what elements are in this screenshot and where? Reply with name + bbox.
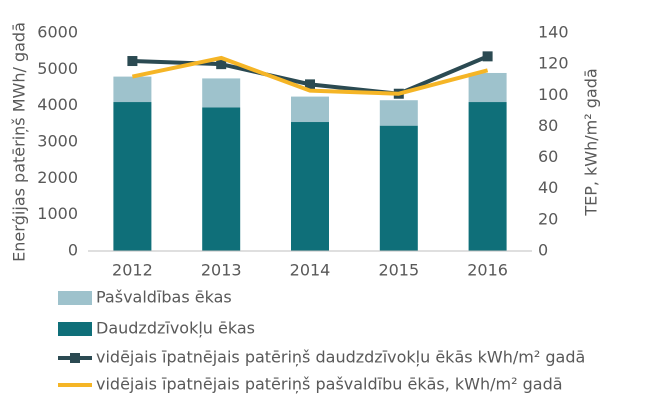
- y-axis-label: Enerģijas patēriņš MWh/ gadā: [10, 22, 29, 262]
- bar: [379, 100, 418, 126]
- y-tick-label: 2000: [37, 168, 78, 187]
- legend-swatch: [58, 291, 92, 305]
- marker: [127, 56, 138, 67]
- legend-label: Pašvaldības ēkas: [96, 288, 232, 307]
- bar: [202, 78, 241, 108]
- x-tick-label: 2012: [112, 261, 153, 280]
- y-tick-label: 4000: [37, 95, 78, 114]
- y2-tick-label: 0: [538, 241, 548, 260]
- marker: [216, 59, 227, 70]
- legend-swatch: [58, 322, 92, 336]
- y2-tick-label: 60: [538, 147, 558, 166]
- bar: [202, 107, 241, 251]
- y2-tick-label: 100: [538, 85, 569, 104]
- y2-tick-label: 140: [538, 23, 569, 42]
- bar: [291, 96, 329, 123]
- y-tick-label: 1000: [37, 204, 78, 223]
- legend-label: vidējais īpatnējais patēriņš pašvaldību …: [96, 375, 563, 394]
- y-tick-label: 5000: [37, 59, 78, 78]
- legend-label: Daudzdzīvokļu ēkas: [96, 319, 255, 338]
- bar: [291, 122, 329, 252]
- x-tick-label: 2015: [378, 261, 419, 280]
- x-tick-label: 2014: [290, 261, 331, 280]
- bar: [113, 76, 152, 103]
- x-tick-label: 2016: [467, 261, 508, 280]
- y-tick-label: 3000: [37, 132, 78, 151]
- y2-tick-label: 80: [538, 116, 558, 135]
- marker: [305, 79, 315, 90]
- x-tick-label: 2013: [201, 261, 242, 280]
- bar: [379, 125, 418, 251]
- bar: [113, 102, 152, 252]
- y-tick-label: 0: [68, 241, 78, 260]
- line: [131, 55, 489, 96]
- y2-axis-label: TEP, kWh/m² gadā: [582, 68, 601, 216]
- y2-tick-label: 20: [538, 209, 558, 228]
- y2-tick-label: 40: [538, 178, 558, 197]
- legend-label: vidējais īpatnējais patēriņš daudzdzīvok…: [96, 348, 585, 367]
- y-tick-label: 6000: [37, 23, 78, 42]
- y2-tick-label: 120: [538, 54, 569, 73]
- bar: [468, 102, 507, 252]
- marker: [482, 51, 493, 62]
- legend-marker: [70, 353, 80, 363]
- bar: [468, 72, 507, 103]
